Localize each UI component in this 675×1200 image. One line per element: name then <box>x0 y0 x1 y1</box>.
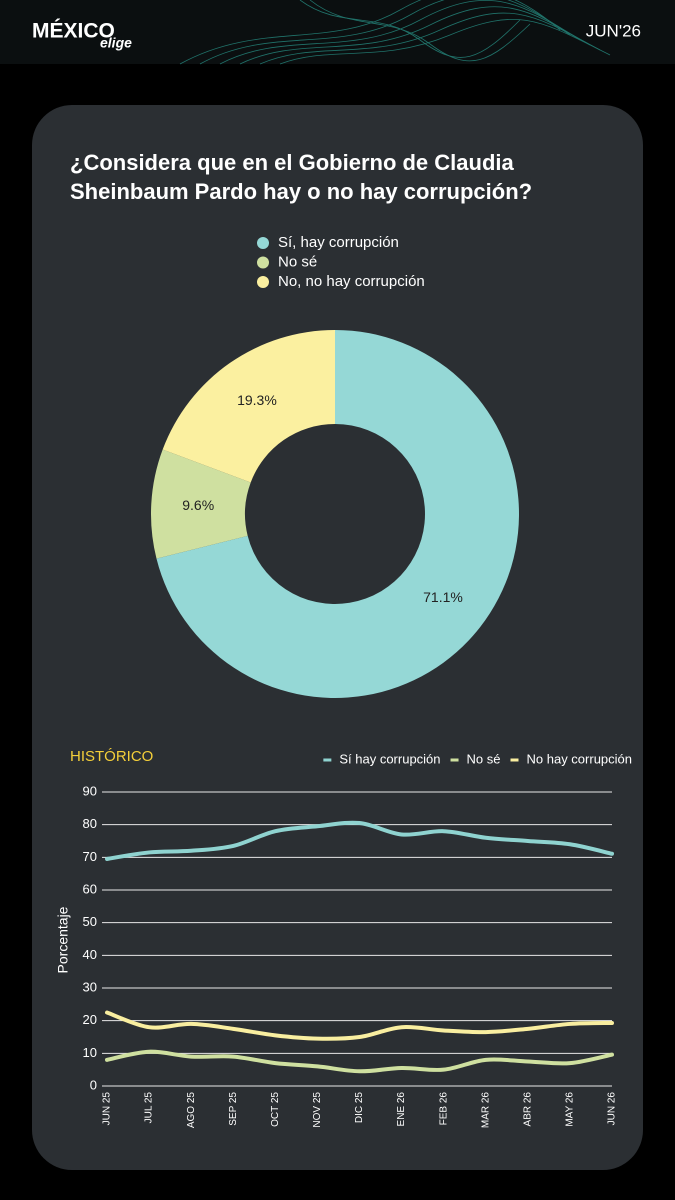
x-tick-label: NOV 25 <box>312 1092 323 1128</box>
legend-label: No sé <box>278 253 317 270</box>
x-tick-label: DIC 25 <box>354 1092 365 1124</box>
legend-label: No hay corrupción <box>527 751 633 766</box>
y-tick-label: 80 <box>83 816 97 831</box>
pie-slice <box>156 330 519 698</box>
x-tick-label: MAR 26 <box>480 1092 491 1129</box>
value-label: 9.6% <box>182 497 214 513</box>
pie-slice <box>151 449 251 559</box>
x-tick-label: JUL 25 <box>144 1092 155 1124</box>
pie-slice <box>162 330 335 483</box>
value-label: 71.1% <box>423 589 463 605</box>
date: JUN'26 <box>586 21 641 40</box>
legend-marker <box>257 237 269 249</box>
y-tick-label: 50 <box>83 914 97 929</box>
y-tick-label: 10 <box>83 1045 97 1060</box>
brand-tagline: elige <box>100 35 132 51</box>
brand: MÉXICO <box>32 20 115 43</box>
y-tick-label: 60 <box>83 881 97 896</box>
x-tick-label: OCT 25 <box>270 1092 281 1127</box>
series-line <box>105 1010 614 1041</box>
section-title: HISTÓRICO <box>70 748 153 765</box>
value-label: 19.3% <box>237 392 277 408</box>
x-tick-label: AGO 25 <box>186 1092 197 1129</box>
x-tick-label: ABR 26 <box>522 1092 533 1127</box>
y-tick-label: 20 <box>83 1012 97 1027</box>
series-line <box>105 1049 614 1074</box>
header-waves <box>179 0 611 65</box>
x-tick-label: JUN 25 <box>102 1092 113 1126</box>
x-tick-label: SEP 25 <box>228 1092 239 1126</box>
y-tick-label: 30 <box>83 979 97 994</box>
y-tick-label: 90 <box>83 783 97 798</box>
x-tick-label: ENE 26 <box>396 1092 407 1127</box>
x-tick-label: MAY 26 <box>565 1092 576 1127</box>
legend-label: Sí, hay corrupción <box>278 234 399 251</box>
y-axis-label: Porcentaje <box>55 906 71 973</box>
y-tick-label: 70 <box>83 849 97 864</box>
series-line <box>105 820 614 861</box>
y-tick-label: 0 <box>90 1077 97 1092</box>
chart-title: ¿Considera que en el Gobierno de Claudia… <box>70 150 533 204</box>
x-tick-label: JUN 26 <box>607 1092 618 1126</box>
y-tick-label: 40 <box>83 947 97 962</box>
legend-label: No, no hay corrupción <box>278 273 425 290</box>
legend-marker <box>257 276 269 288</box>
legend-label: Sí hay corrupción <box>339 751 440 766</box>
x-tick-label: FEB 26 <box>438 1092 449 1126</box>
legend-label: No sé <box>467 751 501 766</box>
legend-marker <box>257 256 269 269</box>
